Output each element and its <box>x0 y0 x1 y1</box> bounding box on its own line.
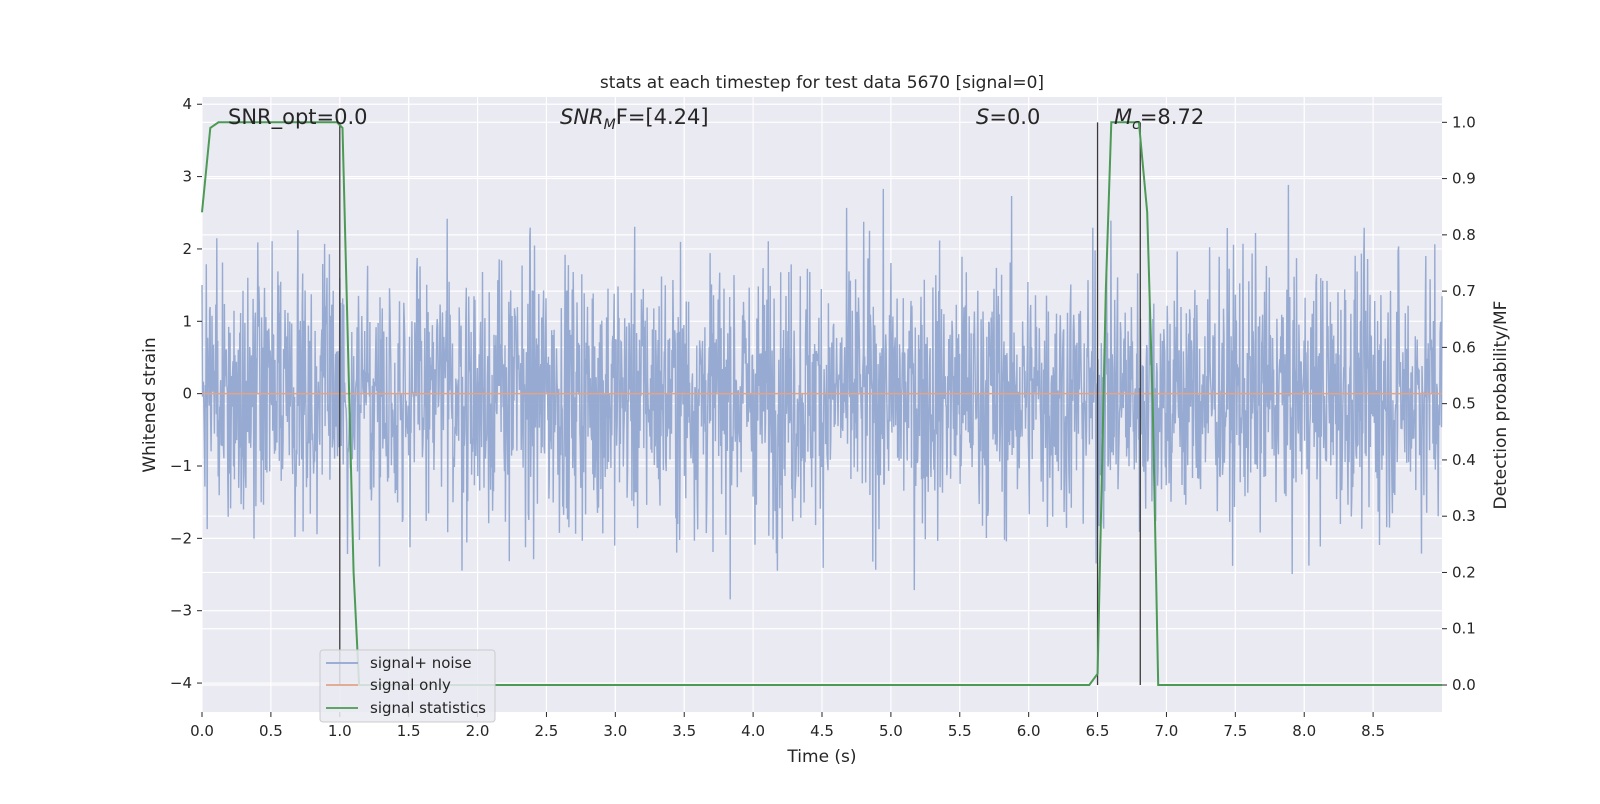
annotation-snr-mf-sub: M <box>604 117 616 133</box>
y-tick-label-right: 0.2 <box>1452 563 1476 581</box>
y-tick-label-left: −2 <box>170 529 192 547</box>
x-tick-label: 7.5 <box>1223 722 1247 740</box>
legend: signal+ noise signal only signal statist… <box>319 649 496 723</box>
x-tick-label: 2.0 <box>466 722 490 740</box>
annotation-s-tail: =0.0 <box>989 105 1040 129</box>
y-tick-label-right: 0.1 <box>1452 620 1476 638</box>
x-tick-label: 0.5 <box>259 722 283 740</box>
annotation-snr-mf-main: SNR <box>560 105 604 129</box>
x-tick-label: 6.5 <box>1086 722 1110 740</box>
annotation-s-main: S <box>976 105 989 129</box>
annotation-snr-mf: SNRMF=[4.24] <box>560 105 709 133</box>
y-tick-label-left: 4 <box>182 95 192 113</box>
x-tick-label: 2.5 <box>535 722 559 740</box>
y-tick-label-right: 0.3 <box>1452 507 1476 525</box>
annotation-mc-sub: c <box>1132 117 1140 133</box>
y-tick-label-left: −3 <box>170 602 192 620</box>
y-tick-label-right: 0.5 <box>1452 395 1476 413</box>
y-tick-label-left: 1 <box>182 312 192 330</box>
x-tick-label: 1.5 <box>397 722 421 740</box>
y-tick-label-right: 0.0 <box>1452 676 1476 694</box>
y-tick-label-right: 0.9 <box>1452 170 1476 188</box>
signal-statistics-line <box>201 121 1442 686</box>
y-tick-label-left: 3 <box>182 168 192 186</box>
signal-noise-line <box>201 184 1443 600</box>
annotation-snr-mf-tail: F=[4.24] <box>616 105 709 129</box>
y-tick-label-right: 0.8 <box>1452 226 1476 244</box>
x-tick-label: 3.5 <box>672 722 696 740</box>
annotation-mc-main: M <box>1114 105 1132 129</box>
x-tick-label: 4.0 <box>741 722 765 740</box>
x-tick-label: 3.0 <box>603 722 627 740</box>
annotation-s: S=0.0 <box>976 105 1040 129</box>
x-tick-label: 0.0 <box>190 722 214 740</box>
legend-label-noise: signal+ noise <box>370 654 472 672</box>
x-axis-label: Time (s) <box>786 747 856 767</box>
x-tick-label: 5.5 <box>948 722 972 740</box>
legend-box <box>319 649 496 723</box>
y-axis-label-right: Detection probability/MF <box>1491 301 1511 510</box>
annotation-mc-tail: =8.72 <box>1140 105 1204 129</box>
y-tick-label-right: 0.7 <box>1452 282 1476 300</box>
y-tick-label-right: 1.0 <box>1452 113 1476 131</box>
y-tick-label-left: 2 <box>182 240 192 258</box>
y-tick-label-left: 0 <box>182 385 192 403</box>
chart-title: stats at each timestep for test data 567… <box>600 73 1044 93</box>
annotation-mc: Mc=8.72 <box>1114 105 1204 133</box>
y-axis-label-left: Whitened strain <box>140 337 160 472</box>
x-tick-label: 6.0 <box>1017 722 1041 740</box>
y-tick-label-right: 0.6 <box>1452 338 1476 356</box>
x-tick-label: 4.5 <box>810 722 834 740</box>
legend-label-signal: signal only <box>370 676 451 694</box>
x-tick-label: 8.5 <box>1361 722 1385 740</box>
vertical-markers <box>339 122 1141 685</box>
signal-noise-series <box>201 184 1443 600</box>
signal-statistics-series <box>201 121 1442 686</box>
y-tick-label-right: 0.4 <box>1452 451 1476 469</box>
legend-label-stats: signal statistics <box>370 699 486 717</box>
x-tick-label: 5.0 <box>879 722 903 740</box>
annotation-snr-opt: SNR_opt=0.0 <box>228 105 368 130</box>
x-tick-label: 7.0 <box>1155 722 1179 740</box>
y-tick-label-left: −4 <box>170 674 192 692</box>
x-tick-label: 8.0 <box>1292 722 1316 740</box>
x-tick-label: 1.0 <box>328 722 352 740</box>
y-tick-label-left: −1 <box>170 457 192 475</box>
axis-layer: 0.0 0.5 1.0 1.5 2.0 2.5 3.0 3.5 4.0 4.5 5.0 5.5 6.0 6… <box>170 95 1476 740</box>
